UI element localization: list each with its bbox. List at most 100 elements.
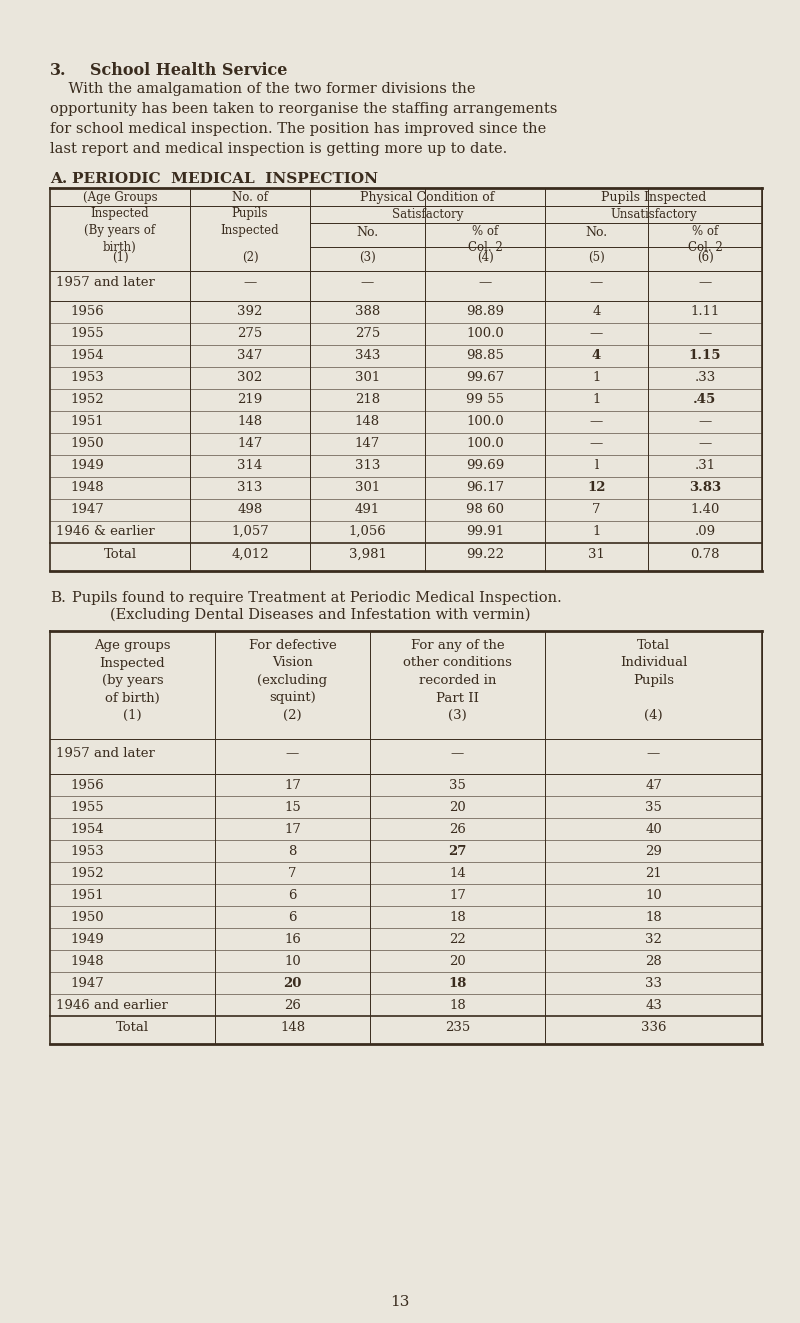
- Text: 100.0: 100.0: [466, 327, 504, 340]
- Text: 47: 47: [645, 779, 662, 792]
- Text: 1952: 1952: [70, 867, 104, 880]
- Text: 98 60: 98 60: [466, 503, 504, 516]
- Text: 1954: 1954: [70, 823, 104, 836]
- Text: A.: A.: [50, 172, 67, 187]
- Text: 96.17: 96.17: [466, 482, 504, 493]
- Text: 1.11: 1.11: [690, 306, 720, 318]
- Text: 1956: 1956: [70, 306, 104, 318]
- Text: —: —: [647, 747, 660, 759]
- Text: 1948: 1948: [70, 482, 104, 493]
- Text: 498: 498: [238, 503, 262, 516]
- Text: 31: 31: [588, 548, 605, 561]
- Text: 235: 235: [445, 1021, 470, 1035]
- Text: —: —: [590, 437, 603, 450]
- Text: 18: 18: [449, 912, 466, 923]
- Text: No.: No.: [357, 226, 378, 239]
- Text: 4: 4: [592, 306, 601, 318]
- Text: 1949: 1949: [70, 459, 104, 472]
- Text: 100.0: 100.0: [466, 437, 504, 450]
- Text: 1954: 1954: [70, 349, 104, 363]
- Text: School Health Service: School Health Service: [90, 62, 287, 79]
- Text: 147: 147: [355, 437, 380, 450]
- Text: 148: 148: [238, 415, 262, 429]
- Text: 7: 7: [592, 503, 601, 516]
- Text: 1948: 1948: [70, 955, 104, 968]
- Text: For defective
Vision
(excluding
squint)
(2): For defective Vision (excluding squint) …: [249, 639, 336, 722]
- Text: % of
Col. 2: % of Col. 2: [688, 225, 722, 254]
- Text: (Age Groups
Inspected
(By years of
birth): (Age Groups Inspected (By years of birth…: [82, 191, 158, 254]
- Text: No.: No.: [586, 226, 607, 239]
- Text: l: l: [594, 459, 598, 472]
- Text: 3,981: 3,981: [349, 548, 386, 561]
- Text: 1: 1: [592, 370, 601, 384]
- Text: 14: 14: [449, 867, 466, 880]
- Text: 26: 26: [284, 999, 301, 1012]
- Text: 10: 10: [284, 955, 301, 968]
- Text: 218: 218: [355, 393, 380, 406]
- Text: 15: 15: [284, 800, 301, 814]
- Text: Total
Individual
Pupils

(4): Total Individual Pupils (4): [620, 639, 687, 722]
- Text: 40: 40: [645, 823, 662, 836]
- Text: 4,012: 4,012: [231, 548, 269, 561]
- Text: 43: 43: [645, 999, 662, 1012]
- Text: (3): (3): [359, 251, 376, 265]
- Text: 32: 32: [645, 933, 662, 946]
- Text: 1.15: 1.15: [689, 349, 722, 363]
- Text: 12: 12: [587, 482, 606, 493]
- Text: 33: 33: [645, 976, 662, 990]
- Text: 22: 22: [449, 933, 466, 946]
- Text: 392: 392: [238, 306, 262, 318]
- Text: For any of the
other conditions
recorded in
Part II
(3): For any of the other conditions recorded…: [403, 639, 512, 722]
- Text: —: —: [698, 437, 712, 450]
- Text: 3.: 3.: [50, 62, 66, 79]
- Text: —: —: [698, 415, 712, 429]
- Text: 18: 18: [448, 976, 466, 990]
- Text: —: —: [361, 277, 374, 288]
- Text: 1955: 1955: [70, 327, 104, 340]
- Text: 1957 and later: 1957 and later: [56, 747, 155, 759]
- Text: 491: 491: [355, 503, 380, 516]
- Text: .31: .31: [694, 459, 715, 472]
- Text: 148: 148: [355, 415, 380, 429]
- Text: 0.78: 0.78: [690, 548, 720, 561]
- Text: Pupils Inspected: Pupils Inspected: [601, 191, 706, 204]
- Text: 13: 13: [390, 1295, 410, 1308]
- Text: 1947: 1947: [70, 976, 104, 990]
- Text: —: —: [478, 277, 492, 288]
- Text: Total: Total: [116, 1021, 149, 1035]
- Text: (2): (2): [242, 251, 258, 265]
- Text: 35: 35: [449, 779, 466, 792]
- Text: 219: 219: [238, 393, 262, 406]
- Text: B.: B.: [50, 591, 66, 605]
- Text: —: —: [590, 277, 603, 288]
- Text: —: —: [243, 277, 257, 288]
- Text: 21: 21: [645, 867, 662, 880]
- Text: —: —: [451, 747, 464, 759]
- Text: 99.22: 99.22: [466, 548, 504, 561]
- Text: 1: 1: [592, 525, 601, 538]
- Text: 18: 18: [449, 999, 466, 1012]
- Text: —: —: [590, 327, 603, 340]
- Text: 301: 301: [355, 482, 380, 493]
- Text: 20: 20: [449, 955, 466, 968]
- Text: 3.83: 3.83: [689, 482, 721, 493]
- Text: 1953: 1953: [70, 370, 104, 384]
- Text: 99.91: 99.91: [466, 525, 504, 538]
- Text: 17: 17: [284, 779, 301, 792]
- Text: 17: 17: [284, 823, 301, 836]
- Text: —: —: [286, 747, 299, 759]
- Text: 1953: 1953: [70, 845, 104, 859]
- Text: (4): (4): [477, 251, 494, 265]
- Text: 29: 29: [645, 845, 662, 859]
- Text: 35: 35: [645, 800, 662, 814]
- Text: 343: 343: [355, 349, 380, 363]
- Text: 275: 275: [238, 327, 262, 340]
- Text: 7: 7: [288, 867, 297, 880]
- Text: 1.40: 1.40: [690, 503, 720, 516]
- Text: —: —: [698, 327, 712, 340]
- Text: 336: 336: [641, 1021, 666, 1035]
- Text: 1946 and earlier: 1946 and earlier: [56, 999, 168, 1012]
- Text: 8: 8: [288, 845, 297, 859]
- Text: —: —: [590, 415, 603, 429]
- Text: 313: 313: [355, 459, 380, 472]
